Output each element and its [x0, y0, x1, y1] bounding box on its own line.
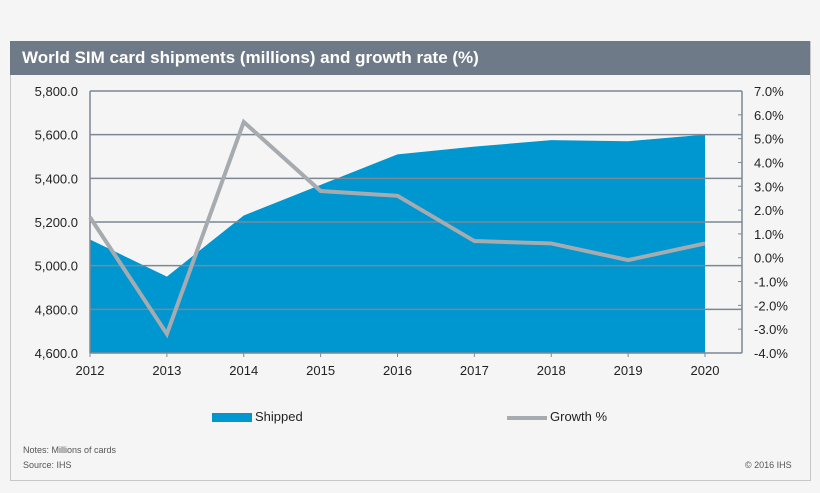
right-tick-label: 2.0% [754, 203, 784, 218]
right-tick-label: 4.0% [754, 155, 784, 170]
legend-swatch-growth [507, 415, 547, 420]
right-tick-label: 6.0% [754, 108, 784, 123]
right-tick-label: 7.0% [754, 84, 784, 99]
x-tick-label: 2017 [460, 363, 489, 378]
legend-label: Shipped [255, 409, 303, 424]
legend-growth: Growth % [507, 409, 607, 424]
x-tick-label: 2016 [383, 363, 412, 378]
source: Source: IHS [23, 460, 72, 470]
left-tick-label: 5,200.0 [35, 215, 78, 230]
copyright: © 2016 IHS [745, 460, 792, 470]
x-tick-label: 2014 [229, 363, 258, 378]
legend-shipped: Shipped [212, 409, 303, 424]
right-tick-label: 0.0% [754, 251, 784, 266]
left-tick-label: 5,600.0 [35, 128, 78, 143]
left-tick-label: 4,800.0 [35, 302, 78, 317]
x-tick-label: 2020 [691, 363, 720, 378]
right-tick-label: -2.0% [754, 298, 788, 313]
right-tick-label: -1.0% [754, 275, 788, 290]
right-tick-label: -4.0% [754, 346, 788, 361]
right-tick-label: -3.0% [754, 322, 788, 337]
x-tick-label: 2018 [537, 363, 566, 378]
x-tick-label: 2012 [76, 363, 105, 378]
legend-label: Growth % [550, 409, 608, 424]
left-tick-label: 5,000.0 [35, 259, 78, 274]
left-tick-label: 4,600.0 [35, 346, 78, 361]
chart-title: World SIM card shipments (millions) and … [10, 41, 810, 75]
x-tick-label: 2013 [152, 363, 181, 378]
right-tick-label: 3.0% [754, 179, 784, 194]
right-tick-label: 1.0% [754, 227, 784, 242]
right-tick-label: 5.0% [754, 132, 784, 147]
x-tick-label: 2015 [306, 363, 335, 378]
legend-swatch-shipped [212, 413, 252, 423]
notes: Notes: Millions of cards [23, 445, 117, 455]
left-tick-label: 5,400.0 [35, 171, 78, 186]
left-tick-label: 5,800.0 [35, 84, 78, 99]
area-shipped [90, 134, 705, 353]
x-tick-label: 2019 [614, 363, 643, 378]
